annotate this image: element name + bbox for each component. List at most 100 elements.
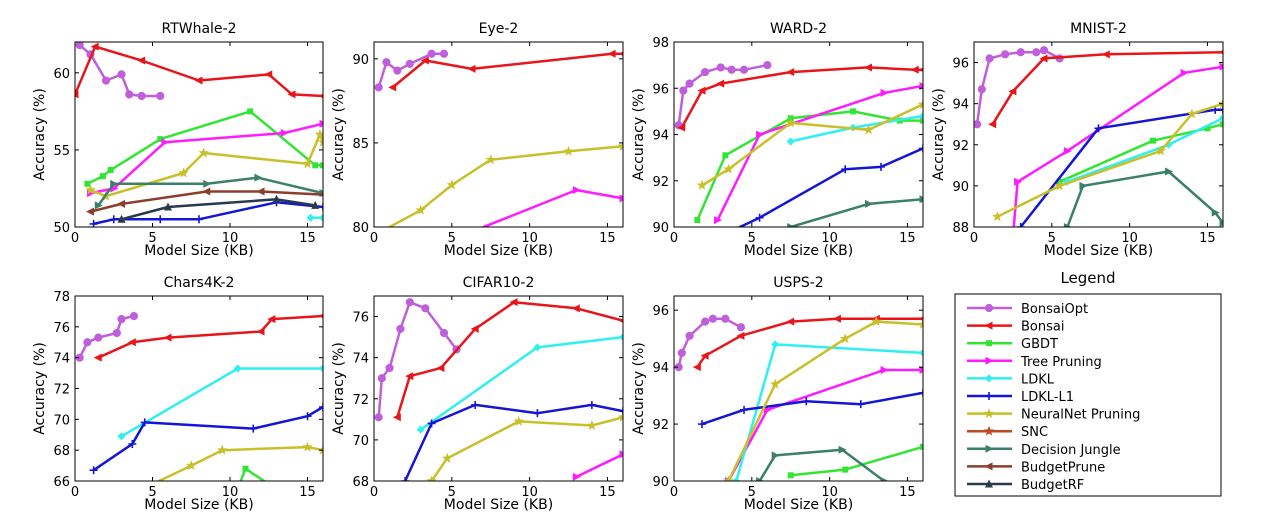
- series-line-ldkl-l1: [92, 405, 323, 472]
- point-ldkl-l1: [156, 215, 165, 224]
- point-neuralnet-pruning: [1155, 145, 1166, 156]
- point-ldkl: [233, 364, 242, 373]
- point-decision-jungle: [880, 477, 889, 481]
- point-bonsaiopt: [137, 91, 146, 101]
- point-ldkl-l1: [109, 215, 118, 224]
- legend-label: Bonsai: [1021, 320, 1064, 335]
- legend-item-tree-pruning: Tree Pruning: [967, 355, 1102, 370]
- point-tree-pruning: [756, 130, 765, 139]
- series-line-bonsai: [696, 317, 923, 368]
- series-line-tree-pruning: [480, 188, 623, 227]
- point-bonsaiopt: [385, 363, 394, 373]
- point-ldkl-l1: [802, 397, 811, 406]
- series-line-ldkl-l1: [93, 201, 323, 226]
- legend-item-snc: SNC: [967, 425, 1048, 440]
- point-tree-pruning: [161, 138, 170, 147]
- point-ldkl: [319, 364, 323, 373]
- point-neuralnet-pruning: [513, 415, 524, 426]
- series-line-bonsaiopt: [677, 317, 742, 368]
- plot-area: [974, 46, 1223, 227]
- x-axis-label: Model Size (KB): [744, 497, 853, 513]
- series-line-tree-pruning: [727, 368, 923, 481]
- point-bonsai: [677, 123, 686, 132]
- point-budgetrf: [164, 202, 172, 211]
- y-tick-label: 90: [352, 53, 369, 68]
- point-bonsai: [318, 93, 323, 99]
- point-ldkl-l1: [140, 418, 149, 427]
- point-bonsai: [1101, 50, 1110, 59]
- series-line-tree-pruning: [575, 453, 623, 479]
- point-ldkl-l1: [841, 165, 850, 174]
- point-budgetrf: [272, 194, 281, 203]
- x-tick-label: 0: [71, 485, 79, 500]
- x-tick-label: 0: [970, 231, 978, 246]
- x-tick-label: 5: [748, 231, 756, 246]
- point-gbdt: [1204, 125, 1211, 132]
- y-axis-label: Accuracy (%): [631, 88, 647, 181]
- chart-title: RTWhale-2: [161, 21, 236, 37]
- series-line-bonsai: [75, 45, 323, 98]
- point-neuralnet-pruning: [917, 98, 923, 109]
- point-ldkl-l1: [471, 400, 480, 409]
- legend-label: BonsaiOpt: [1021, 302, 1088, 317]
- point-neuralnet-pruning: [617, 411, 623, 422]
- y-tick-label: 60: [53, 67, 70, 82]
- point-ldkl: [619, 333, 623, 342]
- point-bonsaiopt: [721, 314, 730, 323]
- point-neuralnet-pruning: [178, 167, 189, 178]
- series-line-gbdt: [239, 467, 267, 481]
- point-neuralnet-pruning: [317, 444, 323, 455]
- point-tree-pruning: [1219, 62, 1223, 71]
- x-tick-label: 5: [1048, 231, 1056, 246]
- series-line-bonsaiopt: [377, 300, 458, 418]
- point-neuralnet-pruning: [563, 145, 574, 156]
- point-decision-jungle: [1063, 223, 1072, 227]
- legend-item-ldkl: LDKL: [967, 372, 1055, 387]
- point-gbdt: [920, 117, 923, 124]
- point-budgetrf: [117, 214, 126, 223]
- y-tick-label: 92: [952, 139, 969, 154]
- point-bonsaiopt: [736, 323, 746, 332]
- x-axis-label: Model Size (KB): [1044, 243, 1153, 259]
- x-tick-label: 5: [448, 485, 456, 500]
- point-bonsaiopt: [396, 324, 405, 333]
- series-line-neuralnet-pruning: [386, 145, 623, 227]
- point-bonsaiopt: [405, 298, 414, 307]
- series-line-neuralnet-pruning: [430, 416, 623, 481]
- y-tick-label: 92: [652, 418, 669, 433]
- point-gbdt: [99, 173, 106, 180]
- x-tick-label: 15: [899, 231, 916, 246]
- point-bonsaiopt: [427, 49, 436, 58]
- x-tick-label: 15: [1199, 231, 1216, 246]
- point-bonsaiopt: [439, 328, 449, 338]
- axes-frame: [973, 41, 1224, 228]
- point-ldkl-l1: [195, 215, 203, 224]
- point-bonsaiopt: [129, 311, 138, 321]
- point-bonsaiopt: [125, 90, 134, 99]
- point-ldkl-l1: [319, 202, 323, 211]
- x-tick-label: 5: [148, 485, 156, 500]
- y-tick-label: 88: [952, 221, 969, 236]
- x-axis-label: Model Size (KB): [144, 243, 253, 259]
- x-axis-label: Model Size (KB): [144, 497, 253, 513]
- legend-label: LDKL: [1021, 372, 1055, 387]
- x-tick-label: 0: [370, 485, 378, 500]
- point-bonsai: [607, 49, 616, 58]
- point-tree-pruning: [1014, 177, 1023, 186]
- point-bonsaiopt: [677, 348, 686, 358]
- point-ldkl-l1: [740, 405, 749, 414]
- legend-marker: [985, 374, 993, 383]
- point-bonsaiopt: [393, 66, 402, 75]
- point-bonsai: [267, 315, 276, 324]
- point-bonsai: [1008, 87, 1017, 96]
- plot-area: [674, 314, 923, 481]
- point-gbdt: [694, 217, 701, 224]
- series-line-ldkl-l1: [701, 391, 923, 426]
- chart-title: WARD-2: [770, 21, 827, 37]
- point-ldkl: [416, 425, 425, 434]
- point-tree-pruning: [319, 119, 323, 128]
- point-ldkl-l1: [533, 409, 542, 418]
- y-tick-label: 90: [652, 221, 669, 236]
- chart-rtwhale-2: 0 5 10 15 50 55 60 RTWhale-2 Model Size (KB) Accu…: [32, 21, 324, 259]
- point-gbdt: [157, 136, 164, 143]
